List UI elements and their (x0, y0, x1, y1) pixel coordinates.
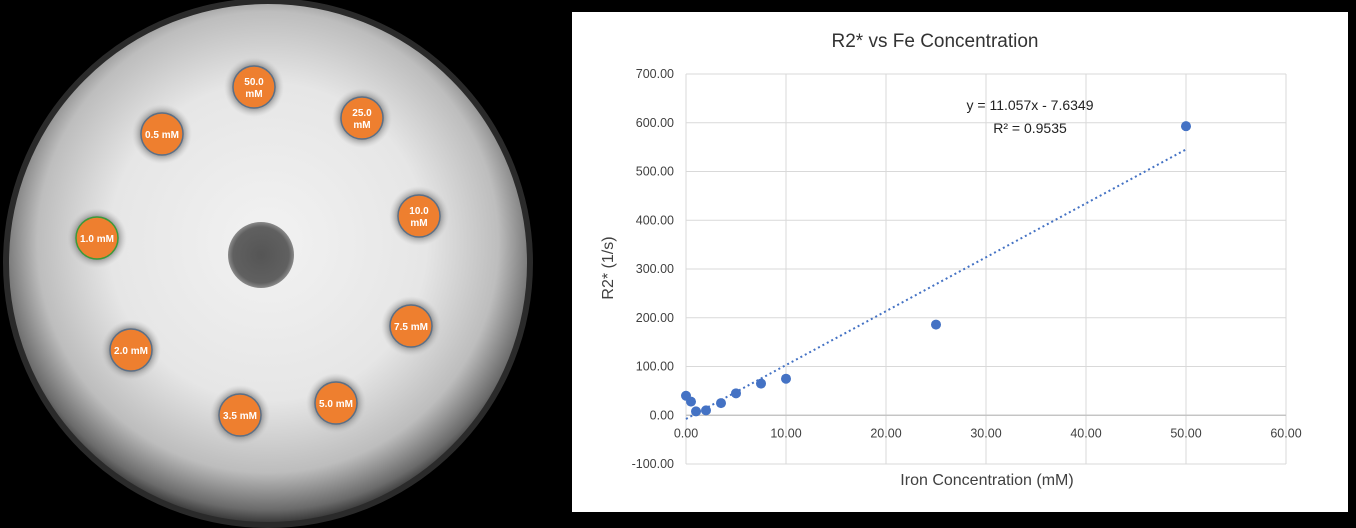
vial-label: 2.0 mM (114, 346, 148, 357)
vial-marker (389, 304, 433, 348)
data-point (1181, 121, 1191, 132)
data-point (691, 406, 701, 417)
x-tick-label: 40.00 (1070, 426, 1101, 440)
vial-label: 10.0 (409, 206, 429, 217)
y-tick-label: 300.00 (636, 262, 674, 276)
chart-gridlines (685, 73, 1287, 465)
vial-0: 50.0mM (224, 57, 284, 117)
data-point (731, 388, 741, 399)
vial-marker (218, 393, 262, 437)
chart-title: R2* vs Fe Concentration (832, 31, 1039, 52)
x-tick-label: 50.00 (1170, 426, 1201, 440)
vial-marker (140, 112, 184, 156)
y-axis-title: R2* (1/s) (600, 236, 617, 299)
data-point (931, 319, 941, 330)
y-tick-label: 600.00 (636, 116, 674, 130)
data-point (756, 378, 766, 389)
y-tick-label: -100.00 (632, 457, 674, 471)
chart-panel: R2* vs Fe Concentration -100.00 0.00 100.0… (572, 12, 1348, 512)
vial-marker (232, 65, 276, 109)
vial-3: 10.0mM (389, 186, 449, 246)
vial-marker (340, 96, 384, 140)
vial-5: 7.5 mM (381, 296, 441, 356)
x-tick-label: 0.00 (674, 426, 698, 440)
vial-label: 0.5 mM (145, 130, 179, 141)
vial-label-unit: mM (410, 218, 427, 229)
vial-label: 7.5 mM (394, 322, 428, 333)
vial-marker (75, 216, 119, 260)
x-axis-tick-labels: 0.00 10.00 20.00 30.00 40.00 50.00 60.00 (674, 426, 1302, 440)
x-tick-label: 60.00 (1270, 426, 1301, 440)
data-point (716, 398, 726, 409)
vial-label-unit: mM (353, 120, 370, 131)
vial-label: 25.0 (352, 108, 372, 119)
vial-4: 1.0 mM (67, 208, 127, 268)
y-tick-label: 400.00 (636, 213, 674, 227)
x-tick-label: 10.00 (770, 426, 801, 440)
scatter-chart: R2* vs Fe Concentration -100.00 0.00 100.0… (600, 31, 1302, 489)
y-tick-label: 100.00 (636, 360, 674, 374)
vial-marker (397, 194, 441, 238)
vial-label: 1.0 mM (80, 234, 114, 245)
vial-label: 3.5 mM (223, 411, 257, 422)
y-tick-label: 0.00 (650, 408, 674, 422)
vial-6: 2.0 mM (101, 320, 161, 380)
y-tick-label: 700.00 (636, 67, 674, 81)
y-tick-label: 500.00 (636, 165, 674, 179)
vial-label: 5.0 mM (319, 399, 353, 410)
x-axis-title: Iron Concentration (mM) (900, 472, 1073, 489)
data-points (681, 121, 1191, 417)
r-squared-label: R² = 0.9535 (993, 120, 1067, 136)
vial-1: 25.0mM (332, 88, 392, 148)
vial-2: 0.5 mM (132, 104, 192, 164)
vial-marker (109, 328, 153, 372)
trendline-equation: y = 11.057x - 7.6349 (967, 97, 1094, 113)
phantom-rim (3, 0, 533, 528)
y-tick-label: 200.00 (636, 311, 674, 325)
vial-7: 5.0 mM (306, 373, 366, 433)
x-tick-label: 20.00 (870, 426, 901, 440)
data-point (701, 405, 711, 416)
x-tick-label: 30.00 (970, 426, 1001, 440)
phantom-center-insert (228, 222, 294, 288)
mri-phantom-image: 50.0 mM 25.0 mM 0.5 mM 10.0 mM 1.0 mM 7.5 mM 2.0 … (0, 0, 538, 528)
vial-label-unit: mM (245, 89, 262, 100)
vial-label: 50.0 (244, 77, 264, 88)
y-axis-tick-labels: -100.00 0.00 100.00 200.00 300.00 400.00 500.0… (632, 67, 674, 471)
trendline (685, 148, 1187, 420)
data-point (686, 396, 696, 407)
vial-8: 3.5 mM (210, 385, 270, 445)
data-point (781, 373, 791, 384)
vial-marker (314, 381, 358, 425)
